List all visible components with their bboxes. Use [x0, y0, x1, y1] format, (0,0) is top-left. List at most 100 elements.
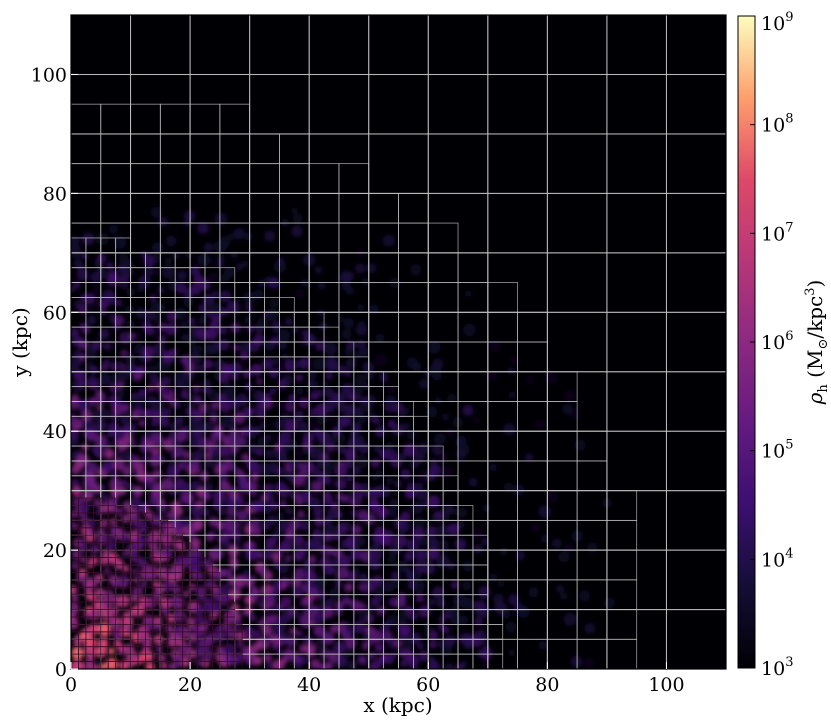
density-blob: [333, 588, 341, 597]
density-blob: [302, 656, 310, 665]
density-blob: [133, 461, 146, 473]
density-blob: [123, 451, 135, 463]
density-blob: [584, 622, 596, 634]
density-blob: [96, 268, 107, 279]
density-blob: [450, 581, 459, 589]
density-blob: [564, 543, 575, 554]
density-blob: [319, 556, 332, 568]
density-blob: [190, 480, 201, 491]
density-blob: [82, 490, 94, 501]
density-blob: [213, 625, 225, 637]
y-axis-label: y (kpc): [8, 307, 32, 377]
density-blob: [440, 539, 449, 548]
density-blob: [343, 317, 355, 329]
density-blob: [184, 642, 193, 650]
density-blob: [183, 451, 192, 459]
y-tick-label: 40: [43, 421, 67, 443]
density-blob: [386, 614, 399, 627]
density-blob: [230, 250, 239, 259]
density-blob: [151, 242, 164, 255]
density-blob: [71, 235, 80, 247]
x-tick-label: 0: [65, 674, 77, 696]
density-blob: [192, 384, 201, 393]
density-blob: [143, 254, 156, 268]
density-blob: [344, 448, 357, 461]
density-blob: [432, 547, 440, 556]
density-blob: [214, 212, 228, 226]
density-blob: [329, 478, 337, 487]
density-blob: [304, 642, 316, 654]
density-blob: [344, 370, 351, 377]
density-blob: [439, 643, 453, 657]
density-blob: [115, 299, 123, 307]
density-blob: [252, 526, 262, 536]
density-blob: [358, 582, 368, 592]
plot-frame: [70, 14, 727, 670]
density-blob: [135, 535, 147, 547]
density-blob: [219, 290, 232, 303]
density-blob: [181, 355, 193, 366]
density-blob: [131, 495, 140, 505]
density-blob: [287, 606, 298, 617]
density-blob: [248, 541, 257, 550]
density-blob: [269, 298, 280, 309]
density-blob: [429, 631, 438, 640]
density-blob: [145, 662, 156, 669]
density-blob: [239, 342, 250, 353]
density-blob: [71, 286, 76, 293]
density-blob: [375, 470, 384, 478]
density-blob: [562, 403, 573, 415]
density-blob: [285, 419, 298, 432]
density-blob: [416, 642, 424, 650]
density-blob: [71, 521, 77, 529]
density-blob: [325, 598, 334, 607]
density-blob: [508, 593, 520, 605]
density-blob: [186, 617, 195, 626]
density-blob: [153, 452, 162, 461]
density-blob: [369, 547, 383, 561]
density-blob: [286, 472, 296, 482]
amr-cell: [197, 557, 206, 566]
density-blob: [292, 534, 304, 547]
density-blob: [202, 482, 214, 494]
density-blob: [418, 443, 430, 455]
density-blob: [225, 628, 237, 640]
amr-cell: [219, 586, 228, 596]
density-blob: [95, 420, 107, 432]
density-blob: [525, 453, 534, 462]
density-blob: [212, 489, 226, 503]
density-blob: [248, 481, 259, 492]
density-blob: [277, 562, 289, 575]
density-blob: [313, 507, 323, 517]
density-blob: [270, 502, 279, 511]
density-blob: [174, 466, 181, 474]
density-blob: [324, 342, 337, 356]
density-blob: [153, 616, 162, 625]
density-blob: [534, 419, 546, 430]
density-blob: [417, 558, 430, 571]
density-blob: [359, 573, 367, 582]
amr-cell: [182, 542, 191, 551]
density-blob: [71, 561, 80, 570]
density-blob: [120, 413, 131, 425]
density-blob: [267, 591, 278, 602]
density-blob: [364, 513, 377, 525]
density-blob: [153, 268, 162, 277]
density-blob: [540, 534, 550, 543]
density-blob: [487, 371, 498, 383]
density-blob: [161, 478, 174, 491]
density-blob: [212, 290, 220, 298]
density-blob: [488, 340, 501, 353]
density-blob: [233, 411, 246, 424]
density-blob: [143, 266, 154, 277]
density-blob: [352, 567, 360, 575]
density-blob: [507, 367, 515, 375]
density-blob: [398, 452, 407, 462]
density-blob: [473, 544, 483, 554]
density-blob: [220, 327, 228, 335]
density-blob: [193, 395, 202, 404]
density-blob: [251, 629, 261, 639]
density-blob: [345, 404, 356, 415]
y-axis-ticks: 0 20 40 60 80 100: [31, 64, 78, 681]
density-blob: [89, 608, 101, 621]
